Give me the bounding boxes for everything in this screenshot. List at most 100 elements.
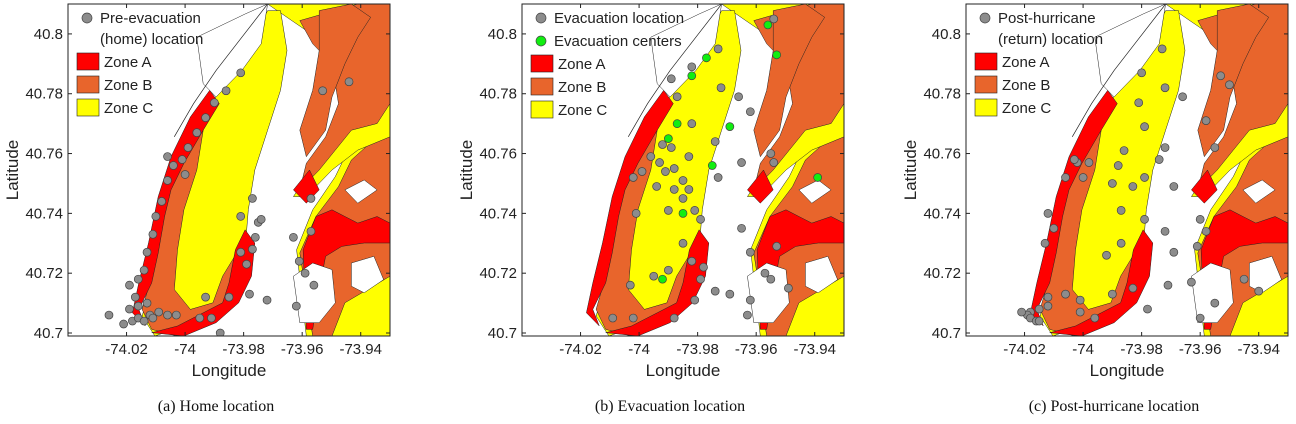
data-point <box>139 265 149 275</box>
park-area <box>747 262 790 323</box>
data-point <box>1075 295 1085 305</box>
data-point <box>1195 215 1205 224</box>
data-point <box>772 241 782 251</box>
y-tick-label: 40.72 <box>479 265 517 282</box>
data-point <box>716 83 726 93</box>
data-point <box>769 158 779 167</box>
park-area <box>805 255 838 294</box>
y-tick-label: 40.7 <box>34 325 63 342</box>
zone-a-region <box>1049 229 1154 336</box>
data-point <box>1043 301 1053 311</box>
data-point <box>1140 215 1149 224</box>
legend-swatch <box>974 98 998 117</box>
park-area <box>1249 255 1282 294</box>
zone-a-region <box>1191 169 1218 204</box>
x-tick-label: -74 <box>628 341 650 358</box>
data-point <box>224 292 234 302</box>
y-tick-label: 40.76 <box>479 146 517 163</box>
legend-label: (home) location <box>100 31 203 48</box>
data-point <box>201 113 210 123</box>
data-point <box>649 271 659 281</box>
data-point <box>1254 286 1264 296</box>
data-point <box>745 247 755 257</box>
data-point <box>163 176 172 185</box>
legend-swatch <box>530 77 554 96</box>
data-point <box>1102 250 1111 260</box>
y-tick-label: 40.78 <box>923 86 961 103</box>
data-point <box>672 92 682 102</box>
data-point <box>201 292 210 302</box>
legend-label: Post-hurricane <box>998 10 1096 27</box>
data-point <box>306 194 316 203</box>
data-point <box>148 313 158 323</box>
y-tick-label: 40.74 <box>923 205 961 222</box>
caption-evacuation: (b) Evacuation location <box>594 398 746 415</box>
y-tick-label: 40.76 <box>923 146 961 163</box>
data-point <box>133 301 143 311</box>
x-tick-label: -74 <box>1072 341 1094 358</box>
data-point <box>1034 316 1044 326</box>
data-point <box>289 232 298 242</box>
data-point <box>1210 143 1220 152</box>
data-point <box>1201 116 1211 125</box>
legend-label: Evacuation location <box>554 10 684 27</box>
data-point <box>1043 209 1053 218</box>
data-point <box>713 44 723 54</box>
evacuation-center-point <box>707 161 717 170</box>
legend: Post-hurricane (return) location Zone A Zon… <box>974 10 1103 117</box>
data-point <box>1160 143 1170 152</box>
data-point <box>734 92 743 102</box>
zone-a-region <box>586 89 674 327</box>
data-point <box>148 229 158 239</box>
data-point <box>1043 292 1053 302</box>
legend-swatch <box>974 75 998 94</box>
data-point <box>215 328 225 336</box>
legend: Evacuation location Evacuation centers Zon… <box>530 10 684 119</box>
data-point <box>710 286 720 296</box>
y-tick-label: 40.78 <box>25 86 63 103</box>
data-point <box>1143 304 1152 314</box>
data-point <box>628 173 638 182</box>
data-point <box>180 170 190 179</box>
x-tick-label: -73.96 <box>281 341 324 358</box>
y-tick-label: 40.76 <box>25 146 63 163</box>
evacuation-center-point <box>672 119 682 128</box>
y-tick-label: 40.7 <box>488 325 517 342</box>
data-point <box>248 194 257 203</box>
data-point <box>242 259 251 269</box>
data-point <box>262 295 272 305</box>
x-tick-label: -74.02 <box>1003 341 1046 358</box>
evacuation-center-point <box>702 53 711 63</box>
data-point <box>1108 289 1117 299</box>
data-point <box>125 304 134 314</box>
y-tick-label: 40.72 <box>923 265 961 282</box>
data-point <box>236 68 246 78</box>
data-point <box>300 268 310 278</box>
evacuation-center-point <box>725 122 735 131</box>
data-point <box>1078 173 1088 182</box>
data-point <box>1192 241 1202 251</box>
x-tick-label: -73.98 <box>1120 341 1163 358</box>
y-tick-label: 40.72 <box>25 265 63 282</box>
data-point <box>1157 44 1167 54</box>
data-point <box>1128 182 1138 191</box>
park-area <box>351 255 384 294</box>
data-point <box>745 295 755 305</box>
data-point <box>1084 158 1094 167</box>
zone-b-region <box>1197 4 1270 158</box>
legend-marker <box>81 12 93 24</box>
data-point <box>737 223 746 233</box>
park-area <box>798 179 832 204</box>
x-tick-label: -73.98 <box>676 341 719 358</box>
river-line <box>627 4 722 137</box>
data-point <box>769 14 779 24</box>
plot-frame <box>521 3 845 337</box>
data-point <box>309 280 319 290</box>
data-point <box>1108 179 1117 188</box>
data-point <box>713 173 723 182</box>
y-tick-label: 40.74 <box>25 205 63 222</box>
data-point <box>142 298 152 308</box>
data-point <box>666 143 676 152</box>
map-layer <box>104 4 390 336</box>
data-point <box>142 247 152 257</box>
